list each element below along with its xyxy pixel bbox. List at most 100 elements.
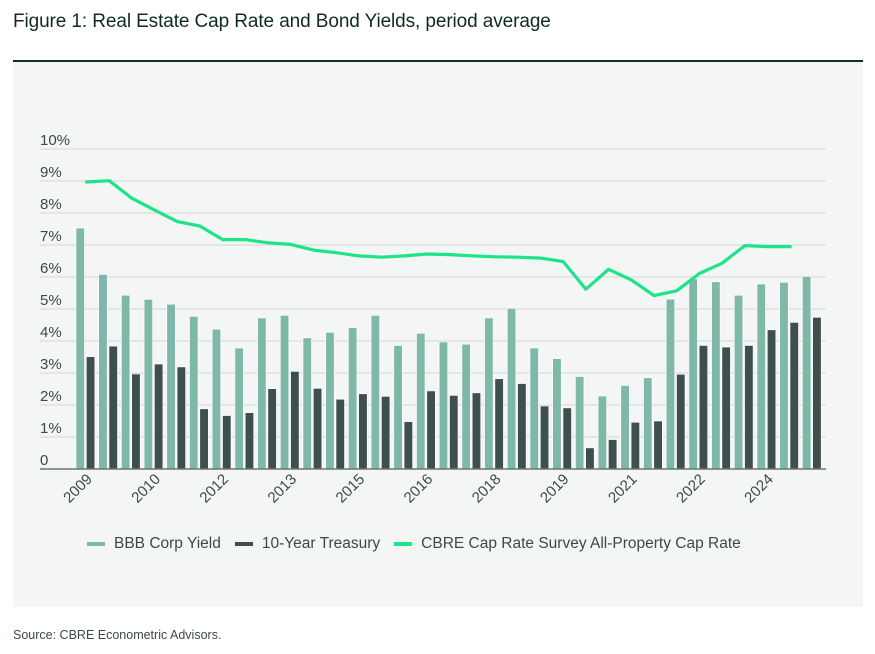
bar-10-year-treasury [539, 405, 550, 470]
bar-bbb-corp-yield [189, 316, 199, 470]
bar-bbb-corp-yield [802, 276, 812, 470]
x-tick-label: 2010 [128, 471, 164, 507]
y-tick-label: 5% [40, 292, 62, 309]
bar-bbb-corp-yield [257, 317, 267, 470]
bar-10-year-treasury [653, 420, 663, 470]
bar-10-year-treasury [630, 421, 640, 470]
legend-label-bbb: BBB Corp Yield [114, 535, 221, 552]
bar-bbb-corp-yield [756, 283, 766, 470]
bar-bbb-corp-yield [325, 332, 335, 470]
bar-bbb-corp-yield [484, 317, 494, 470]
bar-bbb-corp-yield [393, 345, 403, 470]
bar-10-year-treasury [403, 421, 413, 470]
bar-bbb-corp-yield [234, 347, 244, 470]
legend-item-cap-rate: CBRE Cap Rate Survey All-Property Cap Ra… [394, 535, 741, 553]
legend-label-cap-rate: CBRE Cap Rate Survey All-Property Cap Ra… [421, 535, 741, 552]
y-tick-label: 9% [40, 164, 62, 181]
bar-bbb-corp-yield [370, 315, 380, 470]
bar-10-year-treasury [290, 371, 300, 470]
bar-10-year-treasury [131, 373, 141, 470]
bar-bbb-corp-yield [711, 281, 721, 470]
x-tick-label: 2015 [333, 471, 369, 507]
bar-10-year-treasury [744, 345, 754, 470]
bar-bbb-corp-yield [529, 347, 539, 470]
y-axis-labels: 0 1% 2% 3% 4% 5% 6% 7% 8% 9% 10% [40, 132, 70, 469]
y-tick-label: 1% [40, 420, 62, 437]
bar-10-year-treasury [176, 366, 186, 470]
bar-10-year-treasury [698, 345, 709, 470]
y-tick-label: 7% [40, 228, 62, 245]
bar-bbb-corp-yield [75, 227, 85, 470]
bar-10-year-treasury [721, 346, 731, 470]
bars [75, 227, 822, 470]
bar-bbb-corp-yield [461, 343, 471, 470]
y-tick-label: 6% [40, 260, 62, 277]
bar-10-year-treasury [381, 396, 391, 470]
bar-bbb-corp-yield [665, 298, 676, 470]
bar-10-year-treasury [449, 395, 459, 470]
bar-bbb-corp-yield [98, 274, 108, 470]
x-tick-label: 2016 [401, 471, 437, 507]
legend-swatch-treasury [234, 542, 253, 546]
legend-swatch-bbb [87, 542, 105, 546]
legend-item-bbb: BBB Corp Yield [87, 535, 221, 553]
bar-10-year-treasury [426, 390, 436, 470]
bar-10-year-treasury [471, 392, 482, 470]
bar-bbb-corp-yield [733, 294, 744, 470]
bar-10-year-treasury [244, 412, 254, 470]
source-note: Source: CBRE Econometric Advisors. [13, 628, 222, 642]
bar-10-year-treasury [222, 415, 232, 470]
y-tick-label: 8% [40, 196, 62, 213]
x-tick-label: 2018 [469, 471, 505, 507]
x-axis-labels: 2009 2010 2012 2013 2015 2016 2018 2019 2021 2022… [60, 471, 777, 507]
bar-bbb-corp-yield [438, 341, 449, 470]
bar-bbb-corp-yield [575, 376, 585, 470]
bar-bbb-corp-yield [552, 358, 562, 470]
bar-10-year-treasury [812, 317, 822, 470]
x-tick-label: 2022 [673, 471, 709, 507]
x-tick-label: 2013 [265, 471, 301, 507]
legend-label-treasury: 10-Year Treasury [261, 535, 381, 552]
legend-item-treasury: 10-Year Treasury [234, 535, 381, 553]
bar-bbb-corp-yield [166, 303, 176, 470]
bar-bbb-corp-yield [279, 315, 290, 470]
bar-bbb-corp-yield [121, 294, 131, 470]
bar-bbb-corp-yield [302, 337, 312, 470]
x-tick-label: 2021 [605, 471, 641, 507]
x-tick-label: 2019 [537, 471, 573, 507]
bar-bbb-corp-yield [688, 278, 698, 470]
bar-10-year-treasury [335, 398, 345, 470]
bar-bbb-corp-yield [348, 327, 358, 470]
bar-10-year-treasury [108, 345, 118, 470]
bar-10-year-treasury [312, 388, 323, 470]
bar-10-year-treasury [86, 356, 96, 470]
bar-10-year-treasury [562, 407, 572, 470]
x-tick-label: 2009 [60, 471, 96, 507]
bar-bbb-corp-yield [416, 333, 426, 470]
y-tick-label: 10% [40, 132, 70, 149]
bar-10-year-treasury [517, 383, 527, 470]
bar-bbb-corp-yield [620, 385, 630, 470]
bar-10-year-treasury [494, 378, 504, 470]
bar-bbb-corp-yield [143, 299, 153, 470]
bar-10-year-treasury [267, 388, 277, 470]
bar-10-year-treasury [676, 373, 686, 470]
cap-rate-line [84, 179, 792, 298]
bar-10-year-treasury [608, 439, 618, 470]
y-tick-label: 3% [40, 356, 62, 373]
legend: BBB Corp Yield 10-Year Treasury CBRE Cap… [87, 535, 755, 553]
bar-bbb-corp-yield [597, 395, 607, 470]
y-tick-label: 0 [40, 452, 48, 469]
x-tick-label: 2024 [741, 471, 777, 507]
bar-bbb-corp-yield [506, 308, 517, 470]
bar-10-year-treasury [154, 363, 164, 470]
cap-rate-line-group [84, 179, 792, 298]
bar-10-year-treasury [766, 329, 777, 470]
y-tick-label: 4% [40, 324, 62, 341]
chart-panel [13, 60, 863, 607]
x-tick-label: 2012 [196, 471, 232, 507]
bar-bbb-corp-yield [643, 377, 653, 470]
bar-10-year-treasury [585, 447, 595, 470]
chart-title: Figure 1: Real Estate Cap Rate and Bond … [13, 11, 551, 32]
